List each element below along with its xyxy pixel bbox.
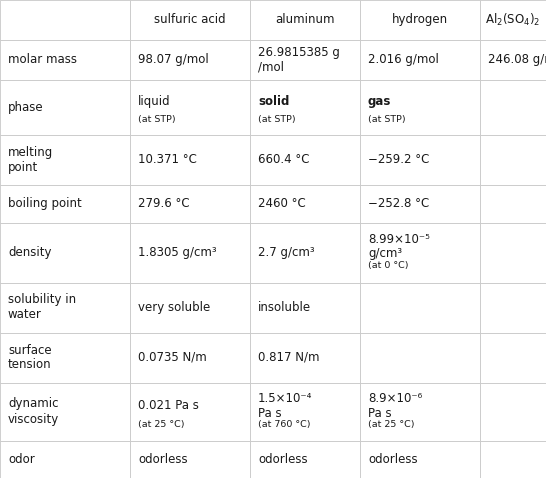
Bar	[0, 0, 130, 40]
Text: (at 25 °C): (at 25 °C)	[368, 420, 414, 429]
Text: melting
point: melting point	[8, 145, 54, 174]
Text: insoluble: insoluble	[258, 301, 311, 314]
Text: 2460 °C: 2460 °C	[258, 197, 306, 210]
Text: density: density	[8, 246, 51, 259]
Text: 2.016 g/mol: 2.016 g/mol	[368, 53, 439, 66]
Bar	[250, 222, 360, 282]
Text: (at STP): (at STP)	[368, 115, 406, 124]
Bar	[360, 382, 480, 441]
Bar	[480, 134, 546, 185]
Text: (at 0 °C): (at 0 °C)	[368, 261, 408, 270]
Text: 8.99×10⁻⁵
g/cm³: 8.99×10⁻⁵ g/cm³	[368, 232, 430, 261]
Bar	[480, 382, 546, 441]
Bar	[480, 282, 546, 333]
Text: odorless: odorless	[138, 453, 188, 466]
Bar	[130, 282, 250, 333]
Text: 10.371 °C: 10.371 °C	[138, 153, 197, 166]
Bar	[0, 40, 130, 79]
Text: 0.817 N/m: 0.817 N/m	[258, 351, 319, 364]
Bar	[130, 185, 250, 222]
Bar	[360, 79, 480, 134]
Bar	[0, 333, 130, 382]
Bar	[250, 185, 360, 222]
Text: 0.0735 N/m: 0.0735 N/m	[138, 351, 207, 364]
Text: 98.07 g/mol: 98.07 g/mol	[138, 53, 209, 66]
Text: 0.021 Pa s: 0.021 Pa s	[138, 399, 199, 412]
Bar	[250, 79, 360, 134]
Bar	[130, 441, 250, 478]
Bar	[480, 222, 546, 282]
Text: (at STP): (at STP)	[258, 115, 295, 124]
Bar	[130, 0, 250, 40]
Text: (at 25 °C): (at 25 °C)	[138, 420, 185, 429]
Bar	[250, 441, 360, 478]
Text: 246.08 g/mol: 246.08 g/mol	[488, 53, 546, 66]
Bar	[130, 382, 250, 441]
Text: solid: solid	[258, 95, 289, 108]
Text: gas: gas	[368, 95, 391, 108]
Bar	[360, 282, 480, 333]
Text: surface
tension: surface tension	[8, 344, 52, 371]
Text: (at 760 °C): (at 760 °C)	[258, 420, 311, 429]
Bar	[250, 333, 360, 382]
Text: Al$_2$(SO$_4$)$_2$: Al$_2$(SO$_4$)$_2$	[485, 11, 541, 28]
Text: aluminum: aluminum	[275, 13, 335, 26]
Text: −252.8 °C: −252.8 °C	[368, 197, 429, 210]
Bar	[360, 222, 480, 282]
Bar	[130, 40, 250, 79]
Bar	[250, 134, 360, 185]
Bar	[360, 333, 480, 382]
Bar	[360, 40, 480, 79]
Bar	[0, 282, 130, 333]
Bar	[480, 333, 546, 382]
Text: odor: odor	[8, 453, 35, 466]
Bar	[0, 441, 130, 478]
Bar	[0, 79, 130, 134]
Bar	[360, 0, 480, 40]
Bar	[250, 282, 360, 333]
Text: 1.8305 g/cm³: 1.8305 g/cm³	[138, 246, 217, 259]
Text: 26.9815385 g
/mol: 26.9815385 g /mol	[258, 45, 340, 74]
Bar	[130, 222, 250, 282]
Bar	[360, 185, 480, 222]
Text: hydrogen: hydrogen	[392, 13, 448, 26]
Bar	[360, 441, 480, 478]
Bar	[0, 222, 130, 282]
Bar	[250, 40, 360, 79]
Bar	[480, 79, 546, 134]
Bar	[250, 0, 360, 40]
Bar	[0, 134, 130, 185]
Bar	[480, 441, 546, 478]
Text: 2.7 g/cm³: 2.7 g/cm³	[258, 246, 314, 259]
Text: solubility in
water: solubility in water	[8, 293, 76, 322]
Text: −259.2 °C: −259.2 °C	[368, 153, 429, 166]
Text: dynamic
viscosity: dynamic viscosity	[8, 398, 60, 425]
Bar	[0, 185, 130, 222]
Text: odorless: odorless	[258, 453, 307, 466]
Text: 8.9×10⁻⁶
Pa s: 8.9×10⁻⁶ Pa s	[368, 391, 422, 420]
Text: phase: phase	[8, 100, 44, 113]
Bar	[130, 79, 250, 134]
Bar	[480, 40, 546, 79]
Text: liquid: liquid	[138, 95, 170, 108]
Text: molar mass: molar mass	[8, 53, 77, 66]
Bar	[360, 134, 480, 185]
Bar	[480, 0, 546, 40]
Text: 1.5×10⁻⁴
Pa s: 1.5×10⁻⁴ Pa s	[258, 391, 312, 420]
Text: very soluble: very soluble	[138, 301, 210, 314]
Bar	[480, 185, 546, 222]
Text: odorless: odorless	[368, 453, 418, 466]
Text: 660.4 °C: 660.4 °C	[258, 153, 310, 166]
Bar	[130, 134, 250, 185]
Text: sulfuric acid: sulfuric acid	[154, 13, 226, 26]
Bar	[130, 333, 250, 382]
Bar	[250, 382, 360, 441]
Bar	[0, 382, 130, 441]
Text: 279.6 °C: 279.6 °C	[138, 197, 189, 210]
Text: (at STP): (at STP)	[138, 115, 176, 124]
Text: boiling point: boiling point	[8, 197, 82, 210]
